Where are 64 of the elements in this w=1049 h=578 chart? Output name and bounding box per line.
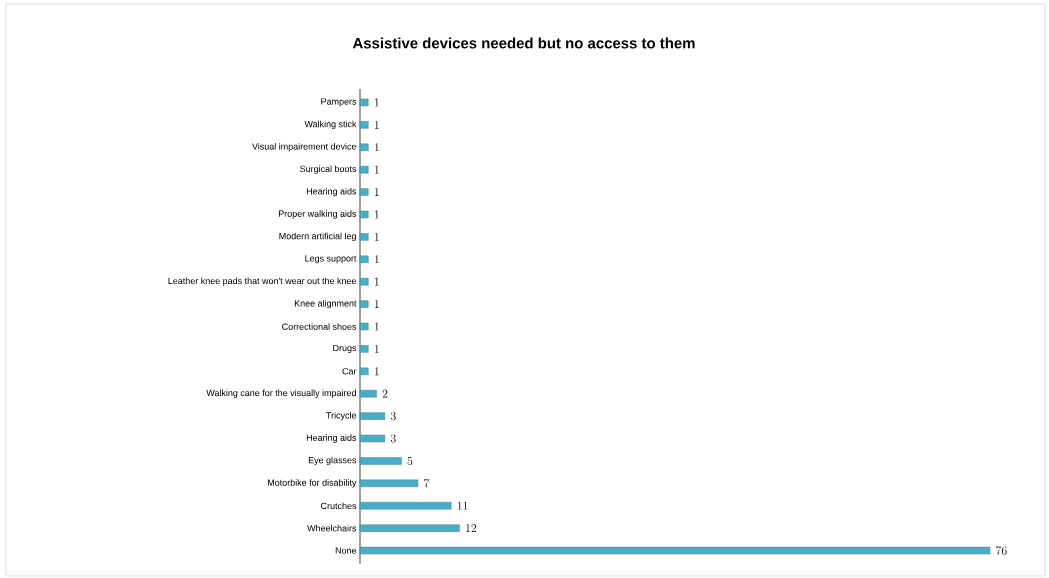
y-tick-label: Car	[342, 368, 357, 375]
data-label: 1	[374, 322, 379, 331]
y-tick-label: Knee alignment	[294, 299, 357, 309]
bar	[359, 233, 369, 241]
y-tick-label: Crutches	[321, 502, 357, 510]
y-tick-label: Pampers	[321, 98, 357, 107]
bar	[359, 98, 369, 107]
data-label: 1	[374, 255, 379, 264]
data-label: 1	[374, 277, 379, 286]
data-label: 11	[457, 501, 468, 510]
bar	[359, 121, 369, 129]
y-tick-label: Walking cane for the visually impaired	[206, 389, 356, 398]
data-label: 5	[407, 456, 413, 466]
data-label: 76	[996, 546, 1007, 555]
bar	[359, 188, 369, 196]
y-tick-label: Legs support	[305, 255, 357, 264]
data-label: 1	[374, 98, 379, 107]
data-label: 1	[374, 344, 379, 353]
data-label: 3	[390, 412, 396, 421]
bar	[359, 345, 369, 353]
data-label: 12	[466, 524, 477, 533]
y-tick-label: Modern artificial leg	[279, 232, 356, 242]
bar	[359, 412, 386, 420]
y-tick-label: Motorbike for disability	[268, 479, 357, 488]
bar	[359, 434, 386, 443]
y-tick-label: Tricycle	[326, 411, 357, 421]
data-label: 1	[374, 300, 379, 308]
data-label: 1	[374, 143, 379, 152]
data-label: 3	[390, 434, 396, 443]
data-label: 1	[374, 210, 379, 219]
y-tick-label: Hearing aids	[306, 187, 357, 197]
y-tick-label: None	[335, 547, 357, 554]
data-label: 1	[374, 232, 379, 241]
bar	[359, 502, 452, 510]
y-tick-label: Proper walking aids	[278, 210, 357, 219]
chart-title: Assistive devices needed but no access to them	[352, 37, 695, 49]
y-tick-label: Hearing aids	[306, 434, 357, 443]
bar	[359, 143, 369, 151]
bar	[359, 457, 402, 465]
bar	[359, 390, 377, 398]
y-tick-label: Walking stick	[304, 120, 357, 130]
bar	[359, 322, 369, 331]
y-tick-label: Drugs	[333, 344, 357, 353]
y-tick-label: Correctional shoes	[282, 323, 357, 330]
y-tick-label: Surgical boots	[300, 165, 357, 174]
bar	[359, 479, 419, 488]
bar	[359, 210, 369, 219]
bar	[359, 367, 369, 376]
data-label: 7	[424, 479, 430, 488]
bar	[359, 546, 991, 555]
bar	[359, 300, 369, 308]
data-label: 1	[374, 165, 379, 174]
bar	[359, 277, 369, 286]
data-label: 1	[374, 120, 379, 129]
data-label: 2	[382, 389, 388, 398]
bar	[359, 524, 460, 532]
data-label: 1	[374, 367, 379, 376]
y-tick-label: Leather knee pads that won't wear out the knee	[168, 277, 357, 286]
y-tick-label: Wheelchairs	[307, 524, 357, 532]
data-label: 1	[374, 187, 379, 196]
y-tick-label: Eye glasses	[308, 456, 357, 466]
bar	[359, 165, 369, 174]
y-tick-label: Visual impairement device	[252, 143, 357, 152]
bar	[359, 255, 369, 263]
